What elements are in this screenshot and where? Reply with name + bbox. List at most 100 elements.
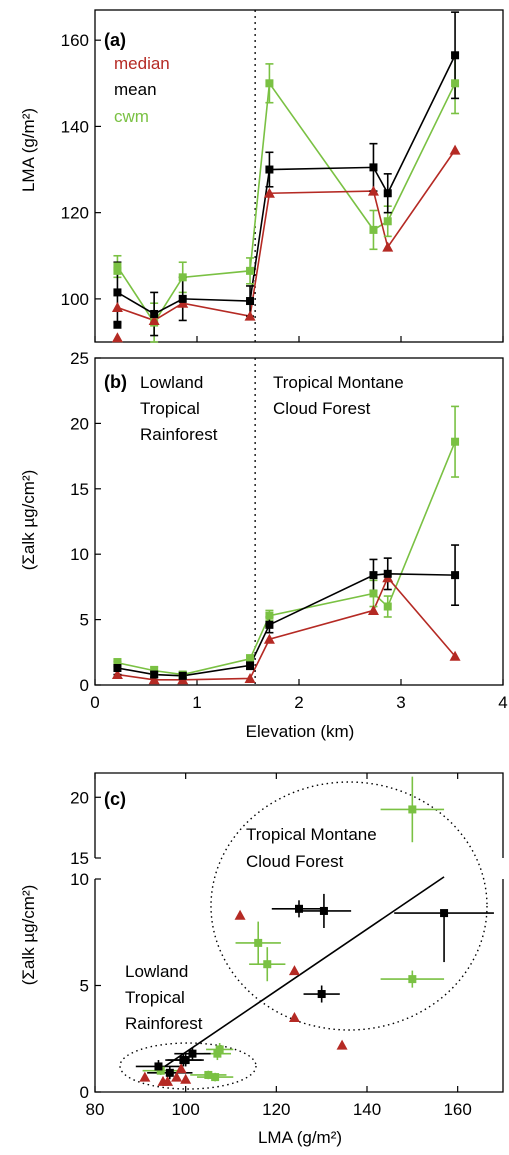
cwm-point-extra-2 [113, 266, 122, 275]
panel-b-x-ticks: 0 1 2 3 4 [90, 679, 508, 712]
panel-b-lowland-line-2: Tropical [140, 399, 200, 418]
panel-a-y-tick-label-140: 140 [61, 117, 89, 136]
mean-point-5 [369, 571, 378, 580]
median-point-6 [382, 241, 394, 252]
mean-point-2 [178, 671, 187, 680]
median-series-line [117, 149, 456, 322]
median-point-3 [244, 672, 256, 683]
median-point-9 [336, 1039, 348, 1050]
panel-a-tag: (a) [104, 30, 126, 50]
mean-point-extra-1 [113, 320, 122, 329]
mean-point-2 [178, 294, 187, 303]
panel-a-plot [111, 11, 461, 343]
mean-point-1 [154, 1062, 163, 1071]
cwm-point-0 [113, 658, 122, 667]
median-point-1 [148, 674, 160, 685]
mean-point-7 [319, 906, 328, 915]
cwm-series-line [117, 441, 456, 676]
mean-point-4 [179, 1056, 188, 1065]
cwm-point-4 [215, 1045, 224, 1054]
panel-b-x-tick-label-0: 0 [90, 693, 99, 712]
mean-point-0 [113, 663, 122, 672]
panel-c-y-tick-label-10: 10 [70, 870, 89, 889]
panel-c-y-tick-label-20: 20 [70, 788, 89, 807]
median-point-extra-0 [111, 332, 123, 343]
median-point-3 [171, 1071, 183, 1082]
mean-point-5 [369, 163, 378, 172]
median-point-4 [263, 633, 275, 644]
panel-b-lowland-line-1: Lowland [140, 373, 203, 392]
mean-point-6 [383, 569, 392, 578]
panel-b-y-label: (Σalk µg/cm²) [19, 470, 38, 571]
panel-c-x-tick-label-120: 120 [262, 1100, 290, 1119]
cwm-point-7 [451, 79, 460, 88]
mean-point-0 [113, 288, 122, 297]
panel-a-x-ticks [94, 336, 504, 342]
panel-b-x-tick-label-3: 3 [396, 693, 405, 712]
median-point-7 [288, 965, 300, 976]
panel-b-y-tick-label-10: 10 [70, 545, 89, 564]
median-point-0 [111, 669, 123, 680]
panel-b-x-tick-label-4: 4 [498, 693, 507, 712]
panel-c-tag: (c) [104, 789, 126, 809]
panel-b-montane-line-2: Cloud Forest [273, 399, 371, 418]
median-series-line [117, 576, 456, 681]
cwm-point-1 [211, 1073, 220, 1082]
median-point-1 [148, 314, 160, 325]
cwm-point-5 [254, 938, 263, 947]
panel-c-plot [135, 776, 494, 1086]
cwm-point-3 [246, 266, 255, 275]
panel-c-x-tick-label-140: 140 [353, 1100, 381, 1119]
cwm-point-3 [213, 1049, 222, 1058]
legend-median: median [114, 54, 170, 73]
panel-b-x-label: Elevation (km) [246, 722, 355, 741]
median-point-3 [244, 310, 256, 321]
panel-c-y-tick-label-0: 0 [80, 1083, 89, 1102]
median-point-8 [288, 1011, 300, 1022]
panel-b-y-tick-label-25: 25 [70, 349, 89, 368]
median-point-5 [175, 1063, 187, 1074]
mean-point-3 [246, 297, 255, 306]
mean-point-1 [150, 309, 159, 318]
mean-point-7 [451, 51, 460, 60]
panel-c-upper-frame [94, 772, 504, 858]
median-point-4 [180, 1073, 192, 1084]
mean-point-7 [451, 571, 460, 580]
cwm-point-2 [204, 1070, 213, 1079]
cwm-point-6 [263, 960, 272, 969]
panel-b-y-tick-label-5: 5 [80, 611, 89, 630]
lowland-cluster-ellipse [119, 1042, 257, 1090]
panel-a-y-tick-label-160: 160 [61, 31, 89, 50]
median-point-5 [367, 185, 379, 196]
mean-series-line [117, 573, 456, 677]
panel-a-y-ticks: 100 120 140 160 [61, 31, 101, 309]
panel-c-x-tick-label-100: 100 [171, 1100, 199, 1119]
regression-line [158, 876, 445, 1072]
panel-a-y-tick-label-100: 100 [61, 290, 89, 309]
cwm-point-7 [451, 437, 460, 446]
mean-point-3 [246, 661, 255, 670]
cwm-point-6 [383, 217, 392, 226]
panel-b-lowland-line-3: Rainforest [140, 425, 218, 444]
median-point-4 [263, 187, 275, 198]
mean-point-4 [265, 620, 274, 629]
panel-b-y-tick-label-0: 0 [80, 676, 89, 695]
panel-b-y-ticks: 0 5 10 15 20 25 [70, 349, 101, 695]
cwm-point-7 [408, 975, 417, 984]
panel-c-lowland-line-3: Rainforest [125, 1014, 203, 1033]
cwm-point-4 [265, 611, 274, 620]
mean-point-6 [295, 904, 303, 913]
panel-a-y-tick-label-120: 120 [61, 204, 89, 223]
cwm-point-6 [383, 602, 392, 611]
mean-point-4 [265, 165, 274, 174]
panel-c-lowland-line-1: Lowland [125, 962, 188, 981]
cwm-point-4 [265, 79, 274, 88]
mean-point-6 [383, 189, 392, 198]
panel-c-y-tick-label-15: 15 [70, 849, 89, 868]
panel-b-y-tick-label-20: 20 [70, 414, 89, 433]
panel-c-y-ticks: 0 5 10 15 20 [70, 788, 101, 1102]
montane-cluster-ellipse [210, 781, 488, 1031]
median-point-0 [111, 302, 123, 313]
panel-c-x-label: LMA (g/m²) [258, 1128, 342, 1147]
